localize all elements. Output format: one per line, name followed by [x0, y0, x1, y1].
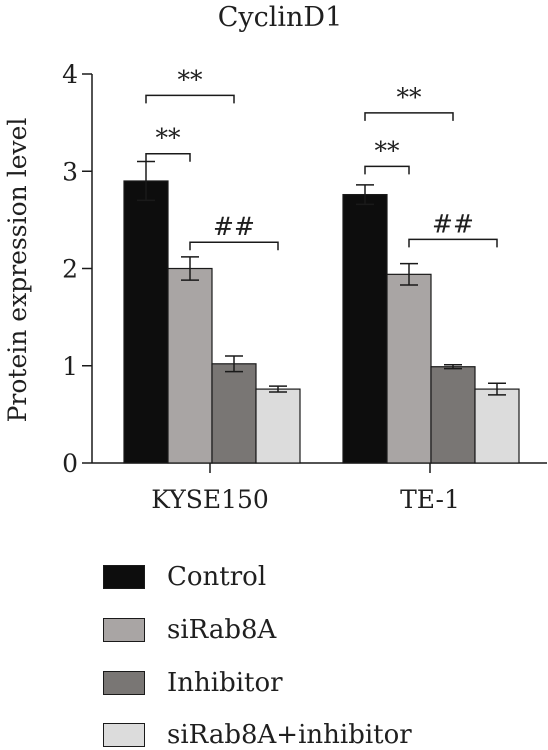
significance-label: ** — [156, 124, 182, 153]
legend-item-control: Control — [103, 562, 266, 592]
y-tick-label: 4 — [62, 60, 78, 89]
y-tick-label: 0 — [62, 449, 78, 478]
bar-sirab8a-te-1 — [386, 273, 432, 464]
significance-bracket — [189, 241, 279, 251]
bar-inhibitor-kyse150 — [211, 363, 257, 464]
legend-item-inhibitor: Inhibitor — [103, 668, 283, 698]
significance-bracket — [145, 152, 191, 162]
x-tick-label-kyse150: KYSE150 — [151, 485, 269, 514]
significance-label: ** — [375, 136, 401, 165]
significance-bracket — [408, 238, 498, 248]
y-tick-label: 3 — [62, 157, 78, 186]
legend-swatch-control — [103, 565, 145, 589]
significance-label: ** — [178, 65, 204, 94]
legend-label-sirab8a-inhibitor: siRab8A+inhibitor — [167, 720, 412, 750]
legend-item-sirab8a-inhibitor: siRab8A+inhibitor — [103, 720, 412, 750]
y-axis-label: Protein expression level — [3, 118, 32, 423]
legend-swatch-inhibitor — [103, 671, 145, 695]
plot-area: 0 1 2 3 4 KYSE150 TE-1 ** ** ## ** ** ## — [62, 60, 547, 514]
bar-control-te-1 — [342, 193, 388, 464]
significance-bracket — [145, 94, 235, 104]
legend-swatch-sirab8a-inhibitor — [103, 723, 145, 747]
x-tick-label-te-1: TE-1 — [400, 485, 460, 514]
bar-sirab8a-kyse150 — [167, 267, 213, 464]
legend-label-sirab8a: siRab8A — [167, 615, 277, 645]
bar-sirab8a-inhibitor-kyse150 — [255, 388, 301, 464]
significance-label: ## — [213, 212, 255, 241]
bar-inhibitor-te-1 — [430, 366, 476, 464]
significance-bracket — [364, 112, 454, 121]
significance-label: ** — [397, 83, 423, 112]
legend-item-sirab8a: siRab8A — [103, 615, 276, 645]
legend-label-inhibitor: Inhibitor — [167, 668, 283, 698]
significance-label: ## — [432, 209, 474, 238]
bar-control-kyse150 — [123, 180, 169, 464]
bar-sirab8a-inhibitor-te-1 — [474, 388, 520, 464]
significance-bracket — [364, 165, 410, 175]
y-tick-label: 1 — [62, 352, 78, 381]
legend-label-control: Control — [167, 562, 267, 592]
y-tick-label: 2 — [62, 255, 78, 284]
chart-title: CyclinD1 — [218, 2, 343, 33]
legend-swatch-sirab8a — [103, 618, 145, 642]
